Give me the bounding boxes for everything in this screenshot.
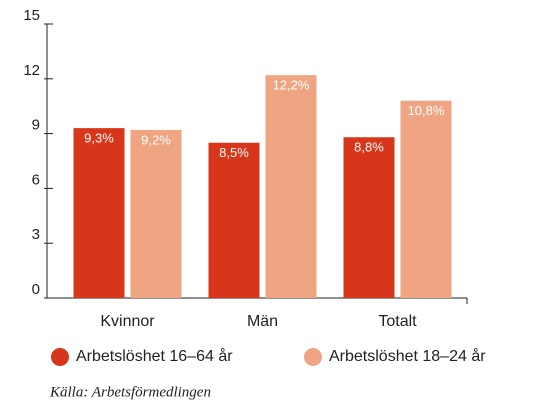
y-tick-label: 9 (32, 117, 40, 134)
legend-swatch (304, 348, 322, 366)
y-tick-label: 15 (23, 7, 40, 24)
value-label: 9,3% (84, 131, 114, 146)
value-label: 8,5% (219, 145, 249, 160)
bar (343, 137, 395, 298)
x-tick-label: Kvinnor (100, 313, 155, 330)
bar (130, 129, 182, 298)
source: Källa: Arbetsförmedlingen (49, 384, 211, 400)
bar (208, 142, 260, 298)
legend-label: Arbetslöshet 18–24 år (329, 347, 486, 365)
x-tick-label: Totalt (378, 313, 417, 330)
legend-swatch (51, 348, 69, 366)
y-tick-label: 12 (23, 62, 40, 79)
value-label: 10,8% (408, 103, 445, 118)
bar (73, 128, 125, 298)
bar (400, 100, 452, 298)
value-label: 8,8% (354, 140, 384, 155)
value-label: 9,2% (141, 132, 171, 147)
bar (265, 75, 317, 298)
y-tick-label: 3 (32, 226, 40, 243)
y-tick-label: 6 (32, 171, 40, 188)
legend-label: Arbetslöshet 16–64 år (76, 347, 233, 365)
y-tick-label: 0 (32, 281, 40, 298)
x-tick-label: Män (247, 313, 278, 330)
value-label: 12,2% (273, 78, 310, 93)
